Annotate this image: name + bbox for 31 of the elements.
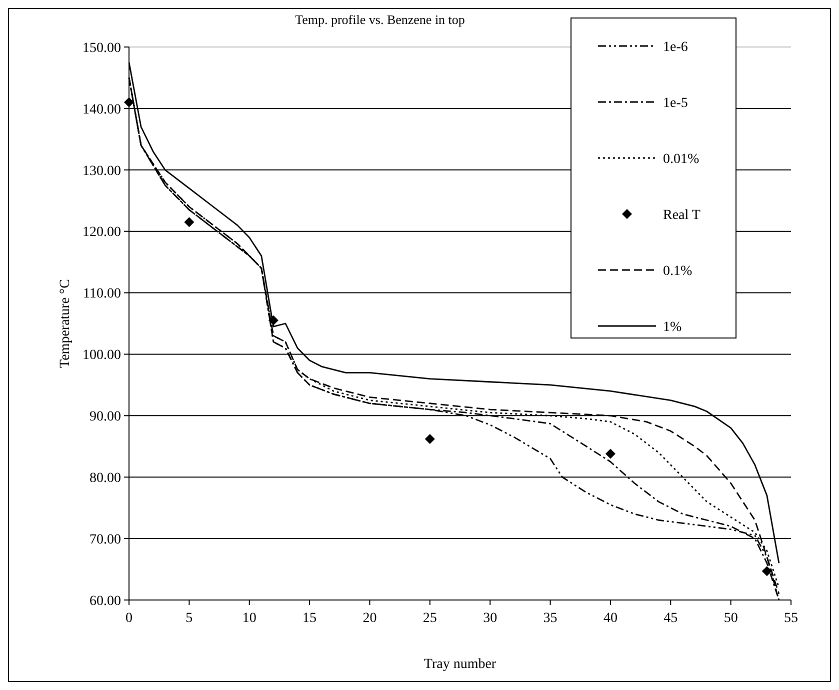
x-tick-label: 10 [242,611,256,626]
x-tick-label: 0 [126,611,132,626]
y-tick-label: 130.00 [82,164,121,179]
x-tick-label: 15 [302,611,317,626]
x-tick-label: 50 [724,611,738,626]
x-tick-label: 35 [543,611,558,626]
y-tick-label: 110.00 [83,286,121,302]
y-axis-title: Temperature °C [58,279,73,368]
x-axis-title: Tray number [424,657,496,672]
legend-label: 1e-5 [663,96,688,111]
y-tick-label: 140.00 [82,102,121,118]
x-tick-label: 20 [362,611,377,626]
x-tick-label: 55 [784,611,798,626]
y-tick-label: 150.00 [82,40,121,56]
y-tick-label: 100.00 [82,348,121,364]
legend-label: 0.01% [663,152,700,167]
x-tick-label: 5 [186,611,193,626]
x-tick-label: 40 [603,611,618,626]
y-tick-label: 90.00 [90,410,121,425]
x-tick-label: 30 [483,611,498,626]
legend-label: 1% [663,320,682,335]
chart-title: Temp. profile vs. Benzene in top [295,12,465,27]
x-tick-label: 25 [422,611,437,626]
y-tick-label: 80.00 [90,471,121,486]
y-tick-label: 60.00 [90,594,121,609]
y-tick-label: 120.00 [82,225,121,240]
legend-label: 1e-6 [663,40,688,55]
legend-label: 0.1% [663,264,692,279]
legend-label: Real T [663,208,701,223]
y-tick-label: 70.00 [90,532,121,548]
x-tick-label: 45 [664,611,678,626]
